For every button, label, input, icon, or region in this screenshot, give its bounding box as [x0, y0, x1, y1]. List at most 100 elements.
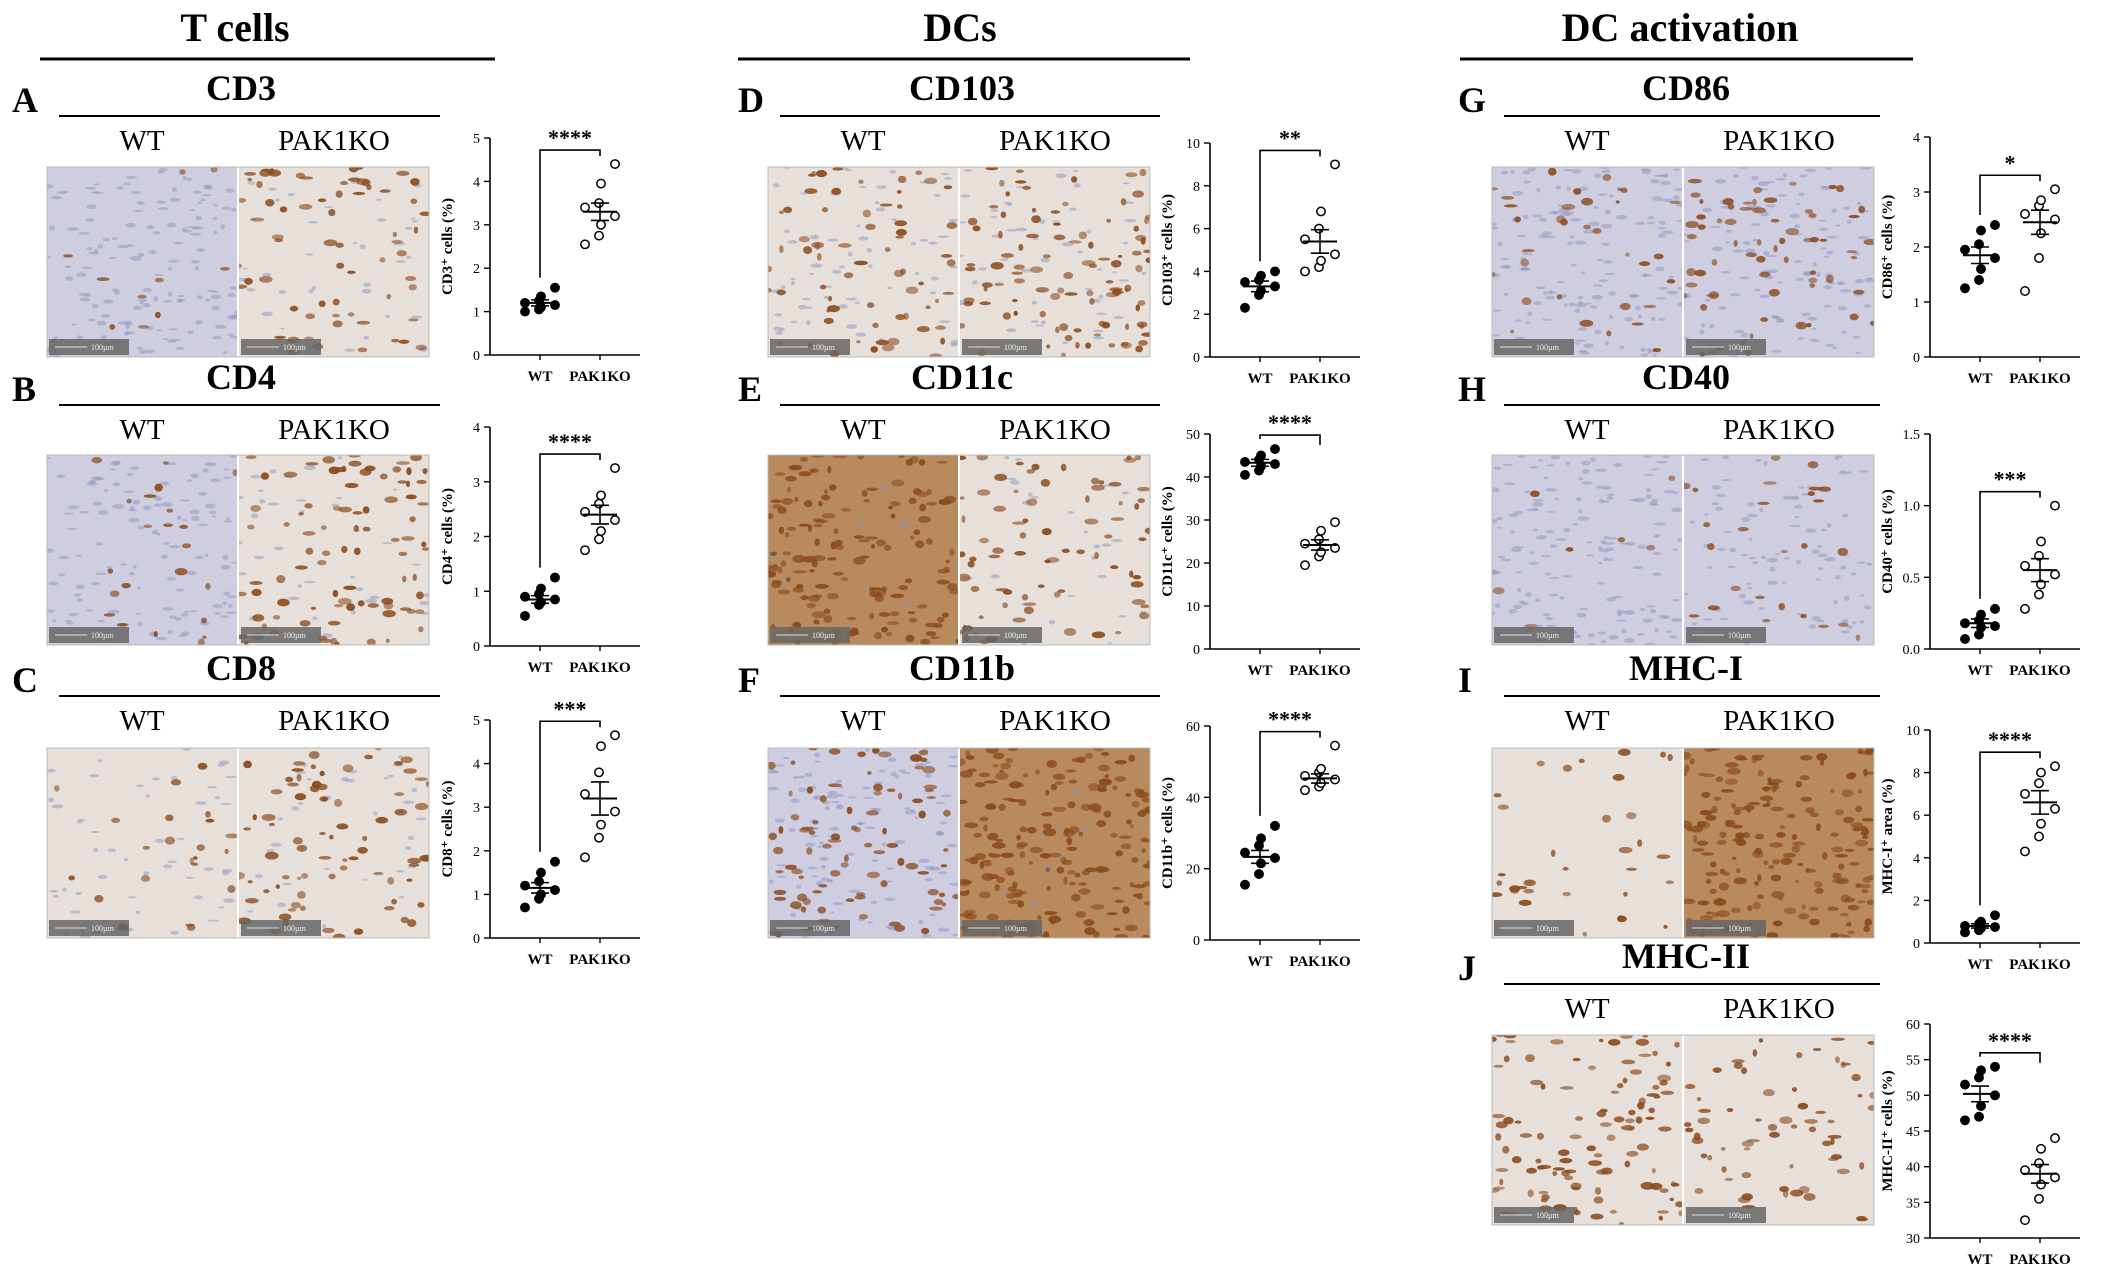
- data-point: [1330, 249, 1340, 260]
- stain-mark: [1080, 803, 1091, 811]
- data-point: [580, 239, 590, 250]
- stain-mark: [806, 602, 816, 609]
- stain-mark: [1685, 1084, 1696, 1090]
- stain-mark: [811, 241, 824, 249]
- nucleus-mark: [407, 835, 415, 841]
- stain-mark: [301, 872, 309, 879]
- nucleus-mark: [1821, 528, 1827, 532]
- nucleus-mark: [1562, 574, 1572, 578]
- stain-mark: [332, 933, 346, 938]
- stain-mark: [1670, 1181, 1677, 1187]
- nucleus-mark: [1520, 601, 1529, 606]
- stain-mark: [1620, 187, 1628, 193]
- nucleus-mark: [1515, 571, 1523, 574]
- nucleus-mark: [768, 879, 774, 884]
- stain-mark: [328, 873, 336, 880]
- stain-mark: [1660, 1090, 1675, 1096]
- nucleus-mark: [1577, 477, 1584, 481]
- stain-mark: [244, 277, 253, 285]
- nucleus-mark: [100, 313, 110, 318]
- marker-title: CD40: [1642, 357, 1730, 397]
- micrograph-border: [1491, 454, 1875, 646]
- nucleus-mark: [1643, 642, 1656, 645]
- nucleus-mark: [128, 518, 140, 523]
- micrograph-ko: 100µm: [1684, 167, 1874, 357]
- stain-mark: [1613, 1116, 1625, 1123]
- nucleus-mark: [1574, 342, 1581, 345]
- stain-mark: [897, 175, 907, 184]
- nucleus-mark: [925, 773, 932, 779]
- stain-mark: [1762, 803, 1770, 808]
- micrograph-ko: 100µm: [1684, 455, 1874, 645]
- stain-mark: [1588, 1160, 1603, 1166]
- nucleus-mark: [219, 615, 230, 618]
- nucleus-mark: [76, 272, 87, 277]
- stain-mark: [394, 808, 408, 816]
- nucleus-mark: [805, 462, 814, 466]
- stain-mark: [1035, 286, 1050, 293]
- nucleus-mark: [1645, 494, 1652, 500]
- nucleus-mark: [887, 286, 892, 290]
- stain-mark: [960, 455, 967, 460]
- y-tick-label: 4: [473, 175, 480, 190]
- y-tick-label: 0: [1193, 643, 1200, 658]
- stain-mark: [1540, 1083, 1546, 1090]
- stain-mark: [990, 261, 1004, 270]
- nucleus-mark: [227, 293, 236, 298]
- stain-mark: [1042, 254, 1051, 259]
- nucleus-mark: [185, 876, 194, 879]
- stain-mark: [1850, 822, 1864, 828]
- data-point: [596, 219, 606, 230]
- micrograph-border: [767, 454, 1151, 646]
- micrograph-ko: 100µm: [960, 167, 1150, 357]
- stain-mark: [1862, 835, 1869, 840]
- stain-mark: [1733, 1061, 1743, 1070]
- nucleus-mark: [98, 510, 109, 515]
- stain-mark: [1113, 290, 1125, 294]
- stain-mark: [1562, 764, 1572, 772]
- stain-mark: [960, 912, 973, 918]
- nucleus-mark: [1567, 241, 1574, 245]
- genotype-label-ko: PAK1KO: [278, 125, 390, 157]
- nucleus-mark: [1670, 618, 1682, 623]
- stain-mark: [838, 243, 852, 248]
- stain-mark: [1523, 888, 1535, 894]
- nucleus-mark: [161, 502, 173, 507]
- stain-mark: [998, 803, 1006, 811]
- stain-mark: [384, 496, 398, 503]
- nucleus-mark: [1777, 194, 1788, 197]
- stain-mark: [947, 583, 958, 591]
- nucleus-mark: [1525, 321, 1531, 325]
- stain-mark: [1863, 926, 1871, 933]
- stain-mark: [1057, 589, 1066, 593]
- tissue-background: [1492, 748, 1682, 938]
- data-point: [1960, 1115, 1970, 1126]
- stain-mark: [1844, 848, 1855, 853]
- stain-mark: [1652, 1084, 1660, 1090]
- nucleus-mark: [239, 572, 247, 576]
- stain-mark: [406, 878, 413, 882]
- stain-mark: [918, 459, 926, 466]
- nucleus-mark: [845, 852, 856, 856]
- x-tick-label: WT: [527, 660, 552, 676]
- nucleus-mark: [392, 488, 397, 491]
- nucleus-mark: [211, 515, 217, 518]
- nucleus-mark: [888, 757, 897, 763]
- nucleus-mark: [411, 563, 421, 566]
- y-tick-label: 35: [1906, 1196, 1920, 1211]
- stain-mark: [863, 499, 871, 503]
- stain-mark: [1612, 773, 1625, 781]
- data-point: [1270, 820, 1280, 831]
- scale-bar: 100µm: [962, 339, 1042, 355]
- stain-mark: [1110, 260, 1122, 268]
- stain-mark: [979, 816, 989, 822]
- stain-mark: [1698, 1108, 1712, 1113]
- nucleus-mark: [1640, 353, 1649, 357]
- data-point: [2034, 778, 2044, 789]
- stain-mark: [1819, 238, 1828, 242]
- nucleus-mark: [1548, 235, 1556, 239]
- nucleus-mark: [1816, 272, 1821, 278]
- nucleus-mark: [1835, 574, 1841, 580]
- stain-mark: [375, 816, 389, 824]
- scale-bar-box: [770, 627, 850, 643]
